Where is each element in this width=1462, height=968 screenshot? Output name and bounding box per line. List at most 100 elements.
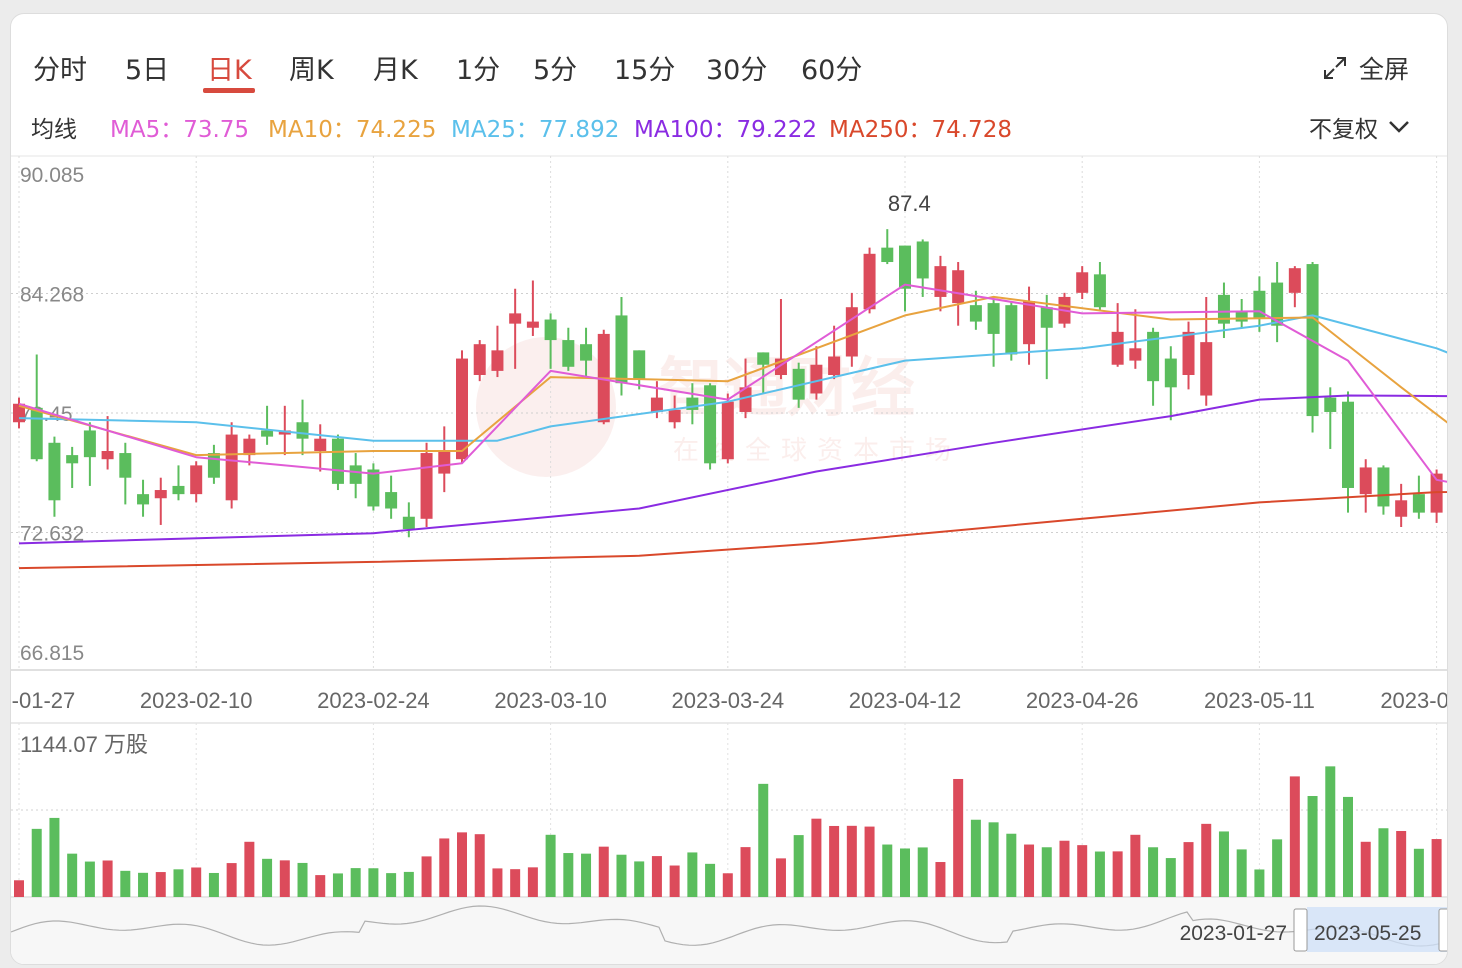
candle xyxy=(314,424,327,472)
volume-bar xyxy=(102,860,113,897)
candle-body xyxy=(1377,467,1390,507)
y-tick-label: 66.815 xyxy=(20,642,84,665)
tab-15min[interactable]: 15分 xyxy=(614,55,676,86)
candle-body xyxy=(863,253,876,310)
tab-60min[interactable]: 60分 xyxy=(801,55,863,86)
candle xyxy=(1040,294,1053,380)
candle xyxy=(473,340,486,382)
volume-bar xyxy=(297,862,308,897)
volume-bar xyxy=(403,871,414,897)
volume-bar xyxy=(1307,796,1318,897)
candle-body xyxy=(243,438,256,456)
volume-bar xyxy=(1077,845,1088,897)
volume-bar xyxy=(581,853,592,897)
candle xyxy=(261,405,274,445)
candle-body xyxy=(1288,268,1301,293)
volume-bar xyxy=(1431,839,1442,897)
ma10-line xyxy=(18,295,1447,457)
candle-body xyxy=(1005,305,1018,355)
candle-body xyxy=(562,340,575,367)
tab-5min[interactable]: 5分 xyxy=(533,55,578,86)
volume-bar xyxy=(1343,796,1353,897)
volume-bar xyxy=(545,834,556,897)
candle-body xyxy=(1093,274,1106,308)
candle-body xyxy=(1023,301,1036,345)
volume-bar xyxy=(1360,841,1371,897)
candle-body xyxy=(30,407,43,460)
candle xyxy=(101,416,114,470)
tab-weekly-k[interactable]: 周K xyxy=(289,55,334,86)
y-tick-label: 84.268 xyxy=(20,283,84,306)
price-adjust-dropdown[interactable]: 不复权 xyxy=(1309,110,1410,144)
fullscreen-button[interactable]: 全屏 xyxy=(1321,50,1409,86)
volume-max-label: 1144.07 万股 xyxy=(20,732,148,757)
volume-bar xyxy=(1094,851,1105,897)
candle-body xyxy=(969,305,982,322)
candle-body xyxy=(1412,494,1425,513)
candle-body xyxy=(1324,397,1337,412)
ma5-name: MA5 xyxy=(110,117,161,143)
ma5-line xyxy=(18,283,1447,483)
ma25-line xyxy=(18,314,1447,442)
volume-bar xyxy=(492,868,503,897)
candle xyxy=(1005,301,1018,361)
candle xyxy=(349,453,362,499)
candle xyxy=(899,245,911,312)
ma250-legend: MA250：74.728 xyxy=(829,110,1012,144)
candle xyxy=(1342,391,1354,513)
active-tab-indicator xyxy=(203,88,255,93)
navigator-left-handle[interactable] xyxy=(1293,908,1308,952)
candle xyxy=(1129,309,1142,369)
volume-bar xyxy=(1059,840,1070,897)
watermark-logo xyxy=(476,337,616,477)
navigator-end-label: 2023-05-25 xyxy=(1314,922,1421,945)
volume-bar xyxy=(917,847,928,897)
candle-body xyxy=(101,451,114,460)
navigator-right-handle[interactable] xyxy=(1438,908,1447,952)
volume-bar xyxy=(1183,842,1194,897)
navigator-selection xyxy=(1307,907,1447,952)
y-tick-label: 72.632 xyxy=(20,523,84,546)
candle-body xyxy=(402,516,415,530)
navigator-background xyxy=(11,898,1447,964)
tab-1min[interactable]: 1分 xyxy=(456,55,501,86)
candle xyxy=(207,444,220,484)
candle xyxy=(881,229,894,265)
volume-bar xyxy=(775,858,786,897)
price-adjust-label: 不复权 xyxy=(1309,117,1378,143)
volume-bar xyxy=(84,861,95,897)
candle xyxy=(296,399,309,456)
candle xyxy=(1217,282,1230,339)
candle-body xyxy=(261,430,274,437)
candle-body xyxy=(810,364,823,394)
candle xyxy=(721,393,734,464)
tab-fenshi[interactable]: 分时 xyxy=(33,55,87,86)
volume-bar xyxy=(1201,823,1212,897)
tab-monthly-k[interactable]: 月K xyxy=(373,55,418,86)
volume-bar xyxy=(882,844,893,897)
tab-daily-k[interactable]: 日K xyxy=(207,55,252,86)
candle xyxy=(562,327,575,371)
candle-body xyxy=(952,270,965,304)
kline-chart[interactable]: 智通财经在线全球资本市场90.08584.26878.4572.63266.81… xyxy=(11,14,1447,964)
fullscreen-label: 全屏 xyxy=(1359,55,1410,84)
ma25-name: MA25 xyxy=(451,117,516,143)
tab-30min[interactable]: 30分 xyxy=(706,55,768,86)
candle xyxy=(597,329,610,425)
volume-bar xyxy=(1130,834,1141,897)
candle xyxy=(367,463,380,511)
candle-body xyxy=(526,321,539,328)
candle-body xyxy=(845,307,858,357)
volume-bar xyxy=(226,863,237,897)
candle xyxy=(190,461,203,503)
candle-body xyxy=(137,494,150,505)
candle-body xyxy=(615,315,628,384)
candle xyxy=(48,436,61,517)
tab-5day[interactable]: 5日 xyxy=(125,55,170,86)
candle xyxy=(66,446,79,488)
volume-bar xyxy=(953,778,964,897)
volume-bar xyxy=(1218,831,1229,897)
chart-card: 分时 5日 日K 周K 月K 1分 5分 15分 30分 60分 全屏 均线 M… xyxy=(10,13,1448,965)
candle xyxy=(420,442,433,528)
